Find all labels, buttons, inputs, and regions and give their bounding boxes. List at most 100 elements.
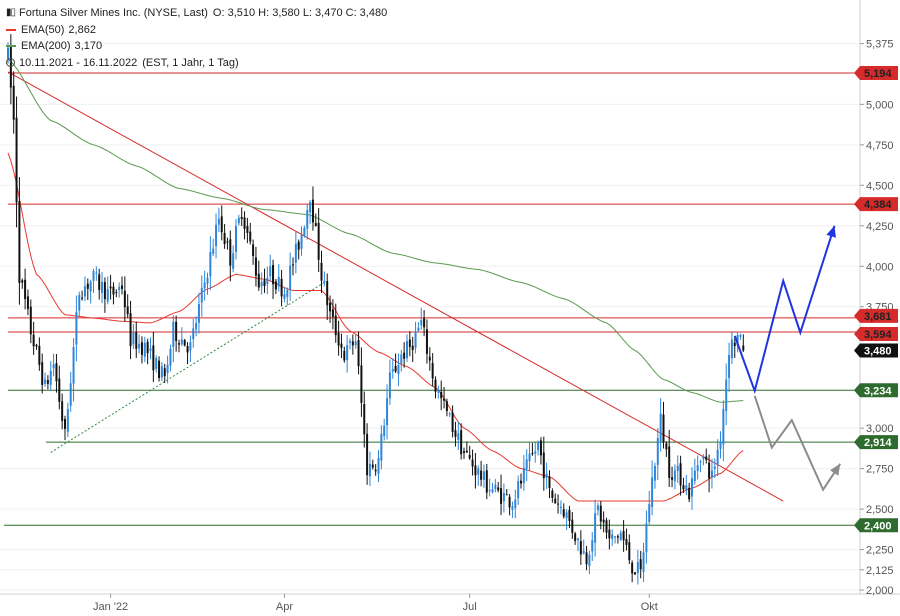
candle-body [730,339,733,359]
candle-body [143,342,146,357]
candle-body [628,542,631,561]
candle-body [72,347,75,384]
bar-chart-icon: ▮▯ [6,7,16,18]
candle-body [243,217,246,229]
candle-body [397,365,400,375]
candle-body [61,401,64,421]
candle-body [192,328,195,340]
candle-body [491,489,494,493]
candle-body [155,357,158,369]
candle-body [451,412,454,432]
candle-body [346,345,349,361]
candle-body [625,539,628,545]
candle-body [349,341,351,343]
candle-body [557,503,560,505]
level-tag-label: 5,194 [864,68,892,80]
candle-body [121,285,123,289]
candle-body [636,562,639,574]
candle-body [317,222,320,260]
candle-body [297,241,300,250]
y-tick-label: 2,250 [866,545,894,557]
candle-body [186,345,189,353]
horizontal-levels [4,72,860,526]
candle-body [249,231,252,242]
candle-body [126,306,129,315]
legend-range-row: 10.11.2021 - 16.11.2022 (EST, 1 Jahr, 1 … [6,55,387,72]
candle-body [437,391,440,393]
candle-body [380,433,383,461]
candle-body [343,350,346,361]
candle-body [594,513,597,543]
x-axis: Jan '22 Apr Jul Okt [93,594,658,613]
candle-body [49,370,52,385]
support-trend-line [50,282,325,453]
candle-body [351,341,354,346]
candle-body [639,559,642,570]
candle-body [180,339,183,345]
candle-body [710,470,713,478]
candle-body [659,413,662,442]
candle-body [565,512,568,518]
candle-body [212,248,215,254]
candle-body [12,85,15,120]
level-tag-bg [854,65,898,80]
candle-body [55,363,58,382]
candle-body [69,383,72,406]
candle-body [514,499,517,509]
grid-lines [0,43,860,591]
candle-body [696,465,699,471]
candle-body [642,552,645,573]
candle-body [329,302,332,312]
candle-body [542,452,545,479]
y-tick-label: 5,375 [866,39,894,51]
candle-body [83,286,86,297]
candle-body [86,283,89,289]
clock-icon [6,58,15,68]
candle-body [386,398,389,426]
candle-body [29,306,32,335]
candle-body [599,505,602,522]
candle-body [579,541,582,555]
forecast-alt-arrow-head [829,463,841,476]
y-tick-label: 2,125 [866,565,894,577]
candle-body [197,304,200,323]
candle-body [400,354,403,364]
candle-body [682,485,685,490]
candle-body [457,433,460,440]
candle-body [482,471,485,480]
candle-body [554,498,557,503]
candle-body [152,345,155,371]
candle-body [337,332,340,346]
last-price-tag-bg [854,343,898,358]
candle-body [619,532,622,540]
candle-body [423,318,426,328]
candle-body [596,505,599,511]
candle-body [357,340,360,367]
candle-body [574,533,577,541]
legend-ema200-row: EMA(200) 3,170 [6,38,387,55]
candle-body [123,290,126,308]
candle-body [585,552,588,565]
y-tick-label: 2,500 [866,504,894,516]
candle-body [528,453,531,462]
candle-body [246,226,249,233]
candle-body [294,243,297,263]
candle-body [41,362,44,385]
y-tick-label: 5,000 [866,99,894,111]
candle-body [103,282,106,300]
candle-body [363,404,366,435]
candle-body [505,494,508,496]
level-tag-label: 2,914 [864,437,892,449]
range-detail: (EST, 1 Jahr, 1 Tag) [142,56,239,69]
candle-body [699,461,702,463]
candle-body [691,478,693,497]
candle-body [303,227,306,236]
y-tick-label: 4,000 [866,261,894,273]
candle-body [323,280,326,283]
y-axis: 5,3755,0004,7504,5004,2504,0003,7503,000… [860,39,894,597]
candle-body [75,312,78,345]
trend-lines [7,71,784,502]
candle-body [417,327,420,331]
candle-body [163,368,166,377]
candle-body [406,341,408,359]
